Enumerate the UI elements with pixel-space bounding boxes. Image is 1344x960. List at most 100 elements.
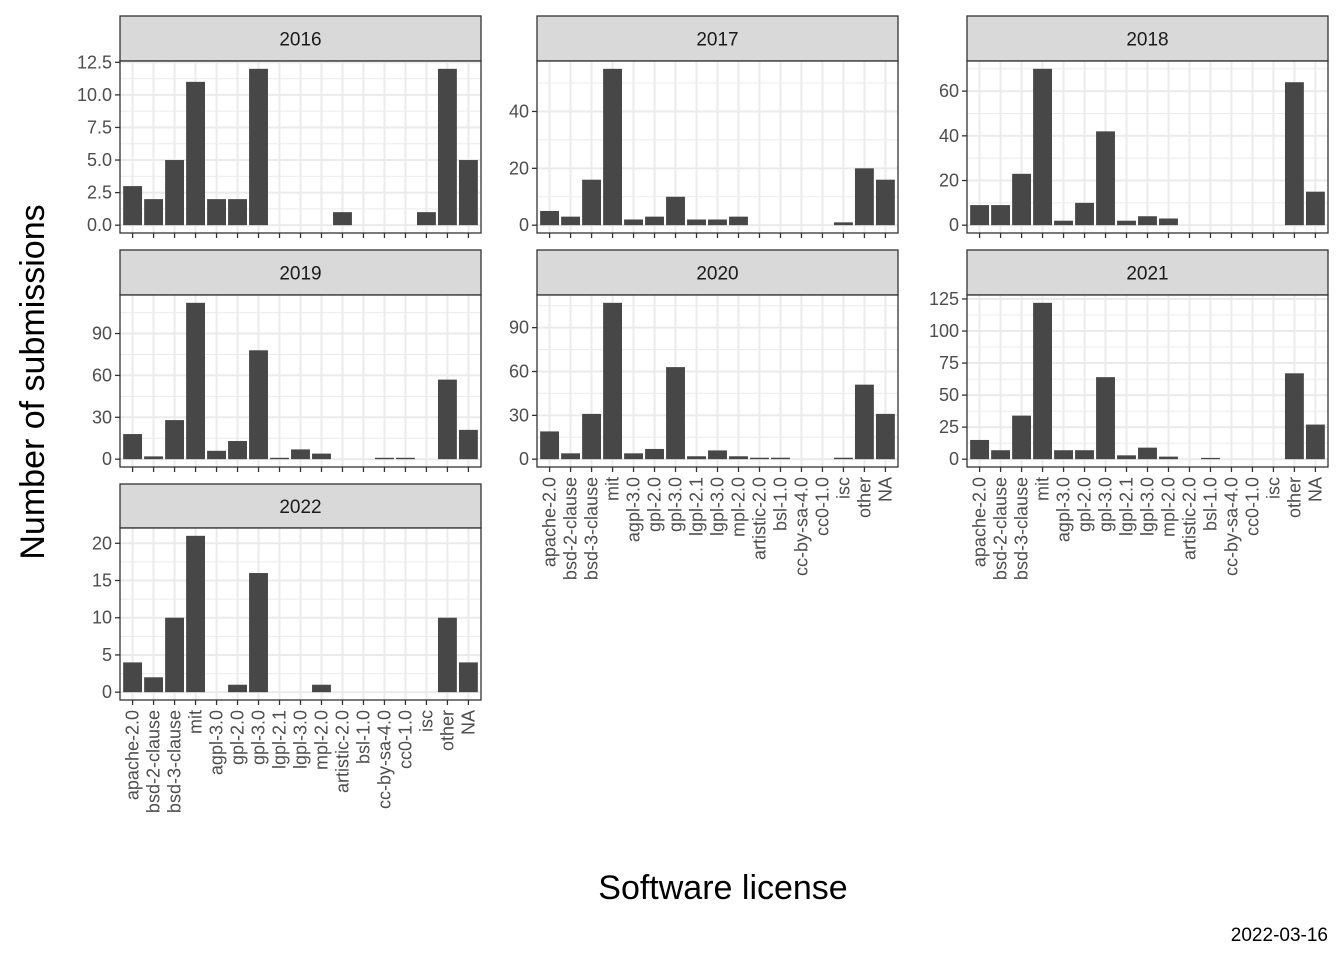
x-tick-label: lgpl-2.1 [687,477,707,536]
x-tick-label: agpl-3.0 [1054,477,1074,542]
bar-2022-bsd-3-clause [165,617,185,693]
x-tick-label: gpl-3.0 [666,477,686,532]
bar-2020-bsd-2-clause [561,453,581,460]
bar-2021-agpl-3.0 [1054,450,1073,460]
x-tick-label: mpl-2.0 [728,477,748,537]
bar-2022-bsd-2-clause [144,677,164,693]
bar-2021-bsl-1.0 [1201,457,1220,460]
bar-2021-other [1284,373,1304,460]
x-tick-label: bsd-2-clause [144,710,164,813]
panel-strip-label: 2016 [279,30,321,51]
bar-2020-bsl-1.0 [771,457,790,460]
bar-2019-cc0-1.0 [395,457,415,460]
bar-2018-apache-2.0 [970,205,990,226]
bar-2017-bsd-3-clause [582,179,602,226]
bar-2018-other [1284,82,1304,226]
x-tick-label: agpl-3.0 [207,710,227,775]
panel-2019: 2019 0 30 60 90 [92,249,482,472]
y-axis-title: Number of submissions [14,204,52,559]
x-tick-label: isc [416,710,436,732]
bar-2020-bsd-3-clause [582,413,602,460]
x-tick-label: gpl-3.0 [249,710,269,765]
y-tick-label: 90 [92,324,112,344]
bar-2022-other [437,617,457,693]
panel-strip [966,15,1329,62]
bar-2021-NA [1305,424,1325,460]
x-tick-label: artistic-2.0 [749,477,769,560]
bar-2019-cc-by-sa-4.0 [375,457,394,460]
x-tick-label: apache-2.0 [970,477,990,567]
bar-2022-NA [458,662,478,693]
bar-2019-NA [458,429,478,460]
panel-2017: 2017 0 20 40 [509,15,899,238]
y-tick-label: 12.5 [77,52,112,72]
bar-2017-gpl-3.0 [666,196,685,226]
x-tick-label: NA [1305,477,1325,502]
x-tick-label: cc0-1.0 [1242,477,1262,536]
panel-2016: 2016 0.0 2.5 5.0 7.5 10.0 12.5 [77,15,482,238]
y-tick-label: 75 [939,353,959,373]
bar-2018-gpl-3.0 [1096,131,1115,226]
panel-strip [119,483,482,529]
bar-2020-gpl-2.0 [645,448,664,460]
bar-2017-mit [603,68,623,226]
x-tick-label: bsd-3-clause [582,477,602,580]
bar-2021-lgpl-3.0 [1138,447,1157,460]
x-tick-label: apache-2.0 [123,710,143,800]
bar-2021-mpl-2.0 [1159,456,1178,460]
y-tick-label: 0.0 [87,215,112,235]
x-tick-label: lgpl-2.1 [270,710,290,769]
bar-2019-lgpl-2.1 [270,457,289,460]
y-tick-label: 2.5 [87,183,112,203]
y-tick-label: 0 [102,682,112,702]
y-tick-label: 30 [92,407,112,427]
bar-2017-isc [833,222,853,226]
bar-2020-other [854,384,874,460]
bar-2019-apache-2.0 [123,434,143,460]
bar-2022-gpl-3.0 [249,573,268,693]
bar-2018-lgpl-2.1 [1117,220,1136,226]
bar-2021-bsd-2-clause [991,450,1011,460]
x-tick-label: mpl-2.0 [311,710,331,770]
x-tick-label: bsl-1.0 [770,477,790,531]
y-tick-label: 5 [102,645,112,665]
bar-2017-NA [875,179,895,226]
x-tick-label: gpl-2.0 [645,477,665,532]
y-tick-label: 7.5 [87,117,112,137]
y-tick-label: 125 [929,289,959,309]
x-tick-label: NA [458,710,478,735]
bar-2019-bsd-3-clause [165,420,185,460]
bar-2020-mit [603,302,623,460]
bar-2020-NA [875,413,895,460]
bar-2016-mit [186,81,206,226]
y-tick-label: 40 [939,126,959,146]
bar-2020-artistic-2.0 [750,457,769,460]
x-tick-label: bsl-1.0 [1200,477,1220,531]
panel-strip-label: 2017 [696,30,738,51]
bar-2019-bsd-2-clause [144,456,164,460]
x-tick-label: gpl-3.0 [1096,477,1116,532]
x-tick-label: mit [603,477,623,501]
bar-2021-mit [1033,302,1053,460]
y-tick-label: 20 [939,171,959,191]
y-tick-label: 0 [519,215,529,235]
y-tick-label: 0 [102,449,112,469]
bar-2019-mpl-2.0 [312,453,331,460]
bar-2017-mpl-2.0 [729,216,748,226]
date-caption: 2022-03-16 [1231,925,1328,946]
bar-2018-bsd-2-clause [991,205,1011,226]
x-tick-label: mpl-2.0 [1158,477,1178,537]
y-tick-label: 60 [939,81,959,101]
bar-2022-apache-2.0 [123,662,143,693]
bar-2022-mit [186,535,206,693]
x-tick-label: bsd-2-clause [991,477,1011,580]
x-tick-label: apache-2.0 [540,477,560,567]
x-axis-title: Software license [598,869,847,907]
x-tick-label: gpl-2.0 [1075,477,1095,532]
panel-2022: 2022 0 5 10 15 20 apache-2.0 bsd-2-clause bsd-3-… [92,483,482,813]
bar-2016-bsd-3-clause [165,160,185,226]
panel-strip [119,15,482,62]
y-tick-label: 50 [939,385,959,405]
